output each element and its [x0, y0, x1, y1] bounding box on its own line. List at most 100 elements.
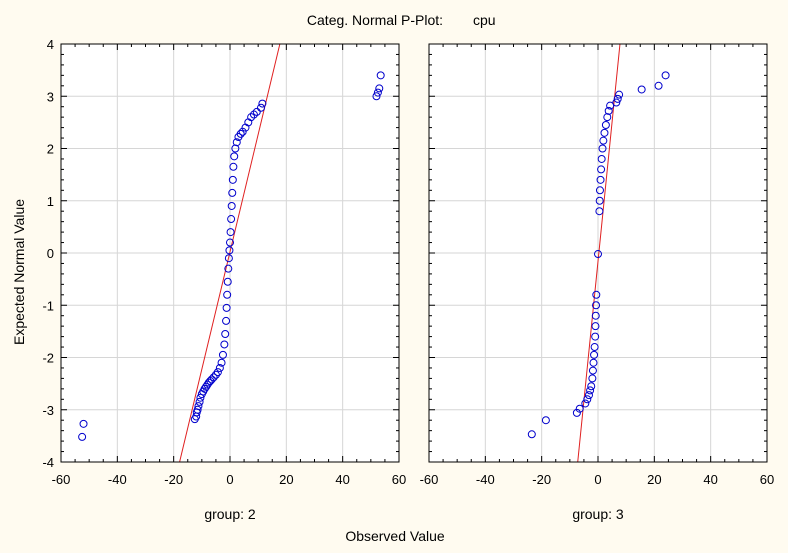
x-tick-label: -60 — [420, 472, 439, 487]
y-tick-label: 3 — [47, 89, 54, 104]
y-tick-label: 4 — [47, 37, 54, 52]
data-point — [596, 175, 605, 184]
x-tick-label: 20 — [647, 472, 661, 487]
data-point — [232, 138, 241, 147]
data-point — [376, 71, 385, 80]
x-tick-label: 20 — [279, 472, 293, 487]
y-tick-label: -4 — [42, 455, 54, 470]
y-tick-label: -1 — [42, 298, 54, 313]
x-tick-label: 0 — [594, 472, 601, 487]
data-point — [637, 85, 646, 94]
y-tick-label: 0 — [47, 246, 54, 261]
data-point — [200, 384, 209, 393]
x-tick-label: 0 — [226, 472, 233, 487]
x-tick-label: -40 — [476, 472, 495, 487]
data-point — [236, 129, 245, 138]
data-point — [590, 350, 599, 359]
data-point — [224, 264, 233, 273]
plot-frame — [428, 43, 768, 463]
data-point — [613, 94, 622, 103]
y-tick-label: -3 — [42, 403, 54, 418]
data-point — [587, 382, 596, 391]
data-point — [599, 136, 608, 145]
x-tick-label: 60 — [760, 472, 774, 487]
y-tick-label: 1 — [47, 194, 54, 209]
data-point — [238, 127, 247, 136]
data-point — [592, 290, 601, 299]
data-point — [606, 101, 615, 110]
y-axis-title: Expected Normal Value — [11, 199, 27, 345]
panel-1: -60 -40 -20 0 20 40 60 4 3 2 1 0 -1 -2 -3 -4 group: 2 — [42, 37, 406, 522]
data-point — [223, 277, 232, 286]
data-point — [256, 103, 265, 112]
data-point — [375, 84, 384, 93]
data-point — [221, 329, 230, 338]
data-point — [227, 201, 236, 210]
x-tick-label: 60 — [392, 472, 406, 487]
data-point — [589, 358, 598, 367]
chart-title: Categ. Normal P-Plot: — [307, 12, 443, 28]
data-point — [597, 165, 606, 174]
data-point — [202, 382, 211, 391]
data-point — [231, 144, 240, 153]
data-point — [252, 107, 261, 116]
data-point — [225, 246, 234, 255]
data-point — [581, 399, 590, 408]
data-point — [209, 373, 218, 382]
data-point — [229, 162, 238, 171]
data-point — [78, 432, 87, 441]
data-point — [372, 92, 381, 101]
data-point — [541, 416, 550, 425]
data-point — [600, 128, 609, 137]
data-point — [227, 215, 236, 224]
x-tick-label: -20 — [164, 472, 183, 487]
y-tick-label: 2 — [47, 142, 54, 157]
data-point — [373, 88, 382, 97]
data-point — [79, 419, 88, 428]
x-tick-label: -40 — [108, 472, 127, 487]
data-point — [591, 311, 600, 320]
data-point — [597, 154, 606, 163]
data-point — [218, 350, 227, 359]
data-point — [224, 254, 233, 263]
data-point — [592, 301, 601, 310]
data-point — [583, 395, 592, 404]
data-point — [603, 113, 612, 122]
data-point — [217, 358, 226, 367]
data-point — [594, 250, 602, 259]
plot-frame — [60, 43, 400, 463]
panel-label: group: 2 — [204, 506, 256, 522]
data-point — [588, 366, 597, 375]
panel-label: group: 3 — [572, 506, 624, 522]
data-point — [230, 152, 239, 161]
reference-line — [577, 44, 621, 462]
data-point — [595, 207, 604, 216]
x-tick-label: 40 — [335, 472, 349, 487]
data-point — [572, 408, 581, 417]
data-point — [215, 363, 224, 372]
data-point — [222, 303, 231, 312]
reference-line — [179, 44, 281, 462]
panel-2: -60 -40 -20 0 20 40 60 group: 3 — [420, 43, 774, 522]
data-point — [584, 391, 593, 400]
data-point — [258, 99, 267, 108]
x-axis-title: Observed Value — [345, 528, 445, 544]
data-point — [604, 106, 613, 115]
data-point — [588, 374, 597, 383]
data-point — [527, 430, 536, 439]
data-point — [575, 404, 584, 413]
data-point — [595, 196, 604, 205]
data-point — [228, 175, 237, 184]
x-tick-label: -20 — [532, 472, 551, 487]
x-tick-label: 40 — [703, 472, 717, 487]
data-point — [195, 397, 204, 406]
data-point — [601, 120, 610, 129]
data-point — [249, 110, 258, 119]
data-point — [207, 375, 216, 384]
y-tick-label: -2 — [42, 351, 54, 366]
data-point — [213, 368, 222, 377]
x-tick-label: -60 — [52, 472, 71, 487]
